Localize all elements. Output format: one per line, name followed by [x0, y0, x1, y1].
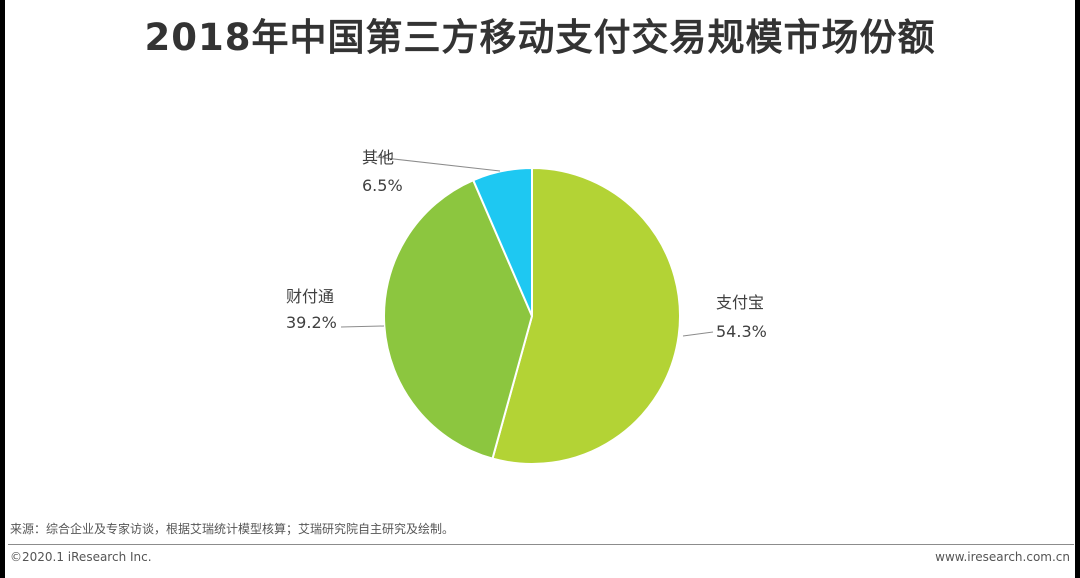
slice-label-alipay: 支付宝 — [716, 293, 764, 312]
slice-value-tenpay: 39.2% — [286, 313, 337, 332]
pie-slice-alipay — [491, 166, 682, 465]
slice-label-tenpay: 财付通 — [286, 287, 334, 306]
slice-value-alipay: 54.3% — [716, 322, 767, 341]
slice-label-others: 其他 — [362, 148, 394, 167]
right-edge-bar — [1075, 0, 1080, 578]
footer-copyright: ©2020.1 iResearch Inc. — [10, 550, 152, 564]
leader-line-tenpay — [340, 325, 385, 328]
footer-website[interactable]: www.iresearch.com.cn — [935, 550, 1070, 564]
slice-value-others: 6.5% — [362, 176, 403, 195]
footer-divider — [8, 544, 1074, 545]
source-note: 来源：综合企业及专家访谈，根据艾瑞统计模型核算；艾瑞研究院自主研究及绘制。 — [10, 522, 455, 536]
leader-line-others — [375, 156, 501, 172]
pie-leader-lines — [340, 156, 714, 337]
chart-title: 2018年中国第三方移动支付交易规模市场份额 — [144, 16, 936, 59]
pie-slice-others — [471, 166, 533, 317]
pie-labels: 支付宝 54.3% 财付通 39.2% 其他 6.5% — [286, 148, 767, 341]
pie-slices — [383, 166, 682, 465]
left-edge-bar — [0, 0, 5, 578]
leader-line-alipay — [682, 331, 714, 337]
pie-slice-tenpay — [383, 178, 534, 460]
